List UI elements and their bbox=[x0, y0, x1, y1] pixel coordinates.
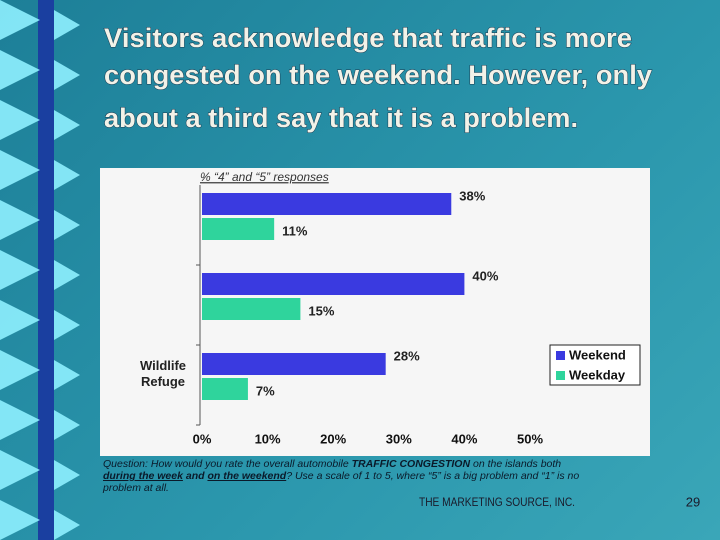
x-tick-label: 20% bbox=[320, 431, 346, 446]
y-tick-label-line: Wildlife bbox=[140, 358, 186, 373]
question-note: Question: How would you rate the overall… bbox=[103, 458, 673, 494]
data-label: 15% bbox=[308, 303, 334, 318]
x-tick-label: 10% bbox=[255, 431, 281, 446]
data-label: 38% bbox=[459, 188, 485, 203]
data-label: 11% bbox=[282, 223, 308, 238]
note-text: and bbox=[182, 470, 208, 482]
bar bbox=[202, 193, 452, 215]
data-label: 7% bbox=[256, 383, 275, 398]
y-tick-label: Wildlife Refuge bbox=[140, 358, 186, 389]
note-text: on the islands both bbox=[470, 458, 562, 470]
note-text: TRAFFIC CONGESTION bbox=[351, 458, 471, 470]
footer-company: THE MARKETING SOURCE, INC. bbox=[419, 495, 575, 509]
bar bbox=[202, 378, 248, 400]
subtitle: % “4” and “5” responses bbox=[200, 170, 329, 184]
title-line: about a third say that it is a problem. bbox=[104, 103, 578, 133]
note-text: ? Use a scale of 1 to 5, where “5” is a … bbox=[286, 470, 580, 482]
bar bbox=[202, 218, 275, 240]
bar bbox=[202, 273, 465, 295]
x-tick-label: 50% bbox=[517, 431, 543, 446]
legend-swatch bbox=[556, 371, 565, 380]
x-tick-label: 40% bbox=[451, 431, 477, 446]
chart-area bbox=[100, 168, 650, 456]
legend-swatch bbox=[556, 351, 565, 360]
title-line: congested on the weekend. However, only bbox=[104, 60, 652, 90]
left-decoration bbox=[0, 0, 80, 540]
y-tick-label-line: Refuge bbox=[141, 374, 185, 389]
note-text: problem at all. bbox=[103, 482, 169, 494]
bar bbox=[202, 353, 386, 375]
legend: Weekend Weekday bbox=[549, 344, 641, 386]
legend-label: Weekend bbox=[569, 347, 626, 362]
page-number: 29 bbox=[686, 494, 700, 509]
x-tick-label: 30% bbox=[386, 431, 412, 446]
note-text: Question: How would you rate the overall… bbox=[103, 458, 352, 470]
note-text: on the weekend bbox=[207, 470, 287, 482]
x-tick-label: 0% bbox=[193, 431, 212, 446]
title-line: Visitors acknowledge that traffic is mor… bbox=[104, 23, 632, 53]
bar bbox=[202, 298, 301, 320]
data-label: 28% bbox=[394, 348, 420, 363]
legend-label: Weekday bbox=[569, 367, 626, 382]
data-label: 40% bbox=[472, 268, 498, 283]
note-text: during the week bbox=[103, 470, 183, 482]
